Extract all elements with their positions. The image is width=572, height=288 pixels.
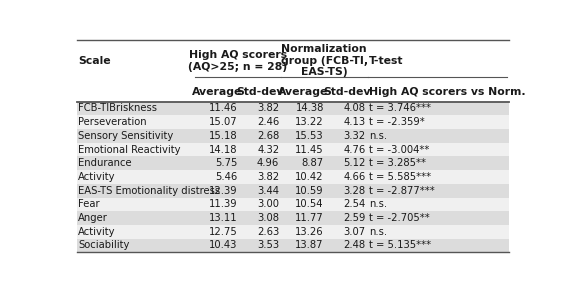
Text: High AQ scorers vs Norm.: High AQ scorers vs Norm. xyxy=(369,87,526,96)
Bar xyxy=(77,156,510,170)
Text: 5.75: 5.75 xyxy=(215,158,237,168)
Text: 12.75: 12.75 xyxy=(209,227,237,237)
Text: t = 3.285**: t = 3.285** xyxy=(369,158,426,168)
Text: 11.45: 11.45 xyxy=(295,145,324,155)
Text: 3.82: 3.82 xyxy=(257,172,279,182)
Text: 10.54: 10.54 xyxy=(295,199,324,209)
Text: 3.82: 3.82 xyxy=(257,103,279,113)
Text: 14.38: 14.38 xyxy=(296,103,324,113)
Text: Average: Average xyxy=(192,87,242,96)
Text: 5.46: 5.46 xyxy=(215,172,237,182)
Text: Sociability: Sociability xyxy=(78,240,129,251)
Text: FCB-TIBriskness: FCB-TIBriskness xyxy=(78,103,157,113)
Text: 15.18: 15.18 xyxy=(209,131,237,141)
Text: 4.08: 4.08 xyxy=(344,103,366,113)
Text: T-test: T-test xyxy=(369,56,403,66)
Text: 2.68: 2.68 xyxy=(257,131,279,141)
Text: 4.96: 4.96 xyxy=(257,158,279,168)
Bar xyxy=(77,102,510,115)
Text: 10.43: 10.43 xyxy=(209,240,237,251)
Text: Sensory Sensitivity: Sensory Sensitivity xyxy=(78,131,173,141)
Text: n.s.: n.s. xyxy=(369,227,387,237)
Text: Std-dev: Std-dev xyxy=(236,87,284,96)
Bar xyxy=(77,184,510,198)
Text: 10.59: 10.59 xyxy=(295,186,324,196)
Text: High AQ scorers
(AQ>25; n = 28): High AQ scorers (AQ>25; n = 28) xyxy=(188,50,287,72)
Bar xyxy=(77,40,510,102)
Text: 13.87: 13.87 xyxy=(295,240,324,251)
Text: 13.22: 13.22 xyxy=(295,117,324,127)
Text: 4.13: 4.13 xyxy=(344,117,366,127)
Text: 3.28: 3.28 xyxy=(344,186,366,196)
Bar xyxy=(77,143,510,156)
Text: Emotional Reactivity: Emotional Reactivity xyxy=(78,145,181,155)
Bar xyxy=(77,211,510,225)
Text: n.s.: n.s. xyxy=(369,199,387,209)
Text: 3.00: 3.00 xyxy=(257,199,279,209)
Text: 2.48: 2.48 xyxy=(344,240,366,251)
Bar xyxy=(77,239,510,252)
Text: 2.54: 2.54 xyxy=(344,199,366,209)
Text: 3.53: 3.53 xyxy=(257,240,279,251)
Text: Anger: Anger xyxy=(78,213,108,223)
Text: t = -3.004**: t = -3.004** xyxy=(369,145,429,155)
Text: Perseveration: Perseveration xyxy=(78,117,147,127)
Text: 3.44: 3.44 xyxy=(257,186,279,196)
Text: 3.07: 3.07 xyxy=(344,227,366,237)
Text: 13.26: 13.26 xyxy=(295,227,324,237)
Text: t = 3.746***: t = 3.746*** xyxy=(369,103,431,113)
Text: 15.07: 15.07 xyxy=(209,117,237,127)
Text: t = -2.877***: t = -2.877*** xyxy=(369,186,435,196)
Bar xyxy=(77,170,510,184)
Bar xyxy=(77,115,510,129)
Text: t = -2.359*: t = -2.359* xyxy=(369,117,424,127)
Text: Std-dev: Std-dev xyxy=(323,87,370,96)
Bar xyxy=(77,225,510,239)
Text: t = 5.585***: t = 5.585*** xyxy=(369,172,431,182)
Text: 8.87: 8.87 xyxy=(301,158,324,168)
Text: EAS-TS Emotionality distress: EAS-TS Emotionality distress xyxy=(78,186,220,196)
Bar xyxy=(77,198,510,211)
Text: 4.66: 4.66 xyxy=(344,172,366,182)
Text: 15.53: 15.53 xyxy=(295,131,324,141)
Text: Fear: Fear xyxy=(78,199,100,209)
Text: 11.77: 11.77 xyxy=(295,213,324,223)
Text: 4.76: 4.76 xyxy=(344,145,366,155)
Text: 10.42: 10.42 xyxy=(295,172,324,182)
Text: 3.32: 3.32 xyxy=(344,131,366,141)
Text: 2.59: 2.59 xyxy=(343,213,366,223)
Bar xyxy=(77,129,510,143)
Text: 13.11: 13.11 xyxy=(209,213,237,223)
Text: n.s.: n.s. xyxy=(369,131,387,141)
Text: t = 5.135***: t = 5.135*** xyxy=(369,240,431,251)
Text: 2.63: 2.63 xyxy=(257,227,279,237)
Text: 12.39: 12.39 xyxy=(209,186,237,196)
Text: Activity: Activity xyxy=(78,172,116,182)
Text: 4.32: 4.32 xyxy=(257,145,279,155)
Text: Normalization
group (FCB-TI,
EAS-TS): Normalization group (FCB-TI, EAS-TS) xyxy=(281,44,368,77)
Text: 11.39: 11.39 xyxy=(209,199,237,209)
Text: 11.46: 11.46 xyxy=(209,103,237,113)
Text: Activity: Activity xyxy=(78,227,116,237)
Text: 5.12: 5.12 xyxy=(343,158,366,168)
Text: Endurance: Endurance xyxy=(78,158,132,168)
Text: t = -2.705**: t = -2.705** xyxy=(369,213,430,223)
Text: Average: Average xyxy=(278,87,328,96)
Text: 3.08: 3.08 xyxy=(257,213,279,223)
Text: 2.46: 2.46 xyxy=(257,117,279,127)
Text: Scale: Scale xyxy=(78,56,111,66)
Text: 14.18: 14.18 xyxy=(209,145,237,155)
